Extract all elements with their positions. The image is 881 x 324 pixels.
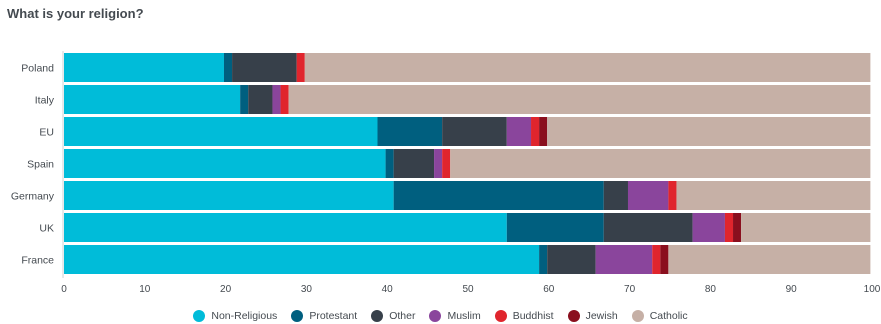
legend-swatch-catholic bbox=[631, 310, 644, 322]
legend-item-non-religious: Non-Religious bbox=[193, 310, 277, 322]
bar-segment-uk-non-religious bbox=[64, 213, 507, 242]
category-label-spain: Spain bbox=[27, 159, 54, 171]
legend-item-protestant: Protestant bbox=[291, 310, 357, 322]
bar-segment-germany-protestant bbox=[393, 181, 604, 210]
bar-segment-france-buddhist bbox=[652, 245, 661, 274]
legend-swatch-muslim bbox=[429, 310, 442, 322]
bar-segment-spain-buddhist bbox=[442, 149, 451, 178]
bar-segment-eu-muslim bbox=[506, 117, 532, 146]
legend-swatch-non-religious bbox=[193, 310, 206, 322]
bar-segment-spain-protestant bbox=[385, 149, 394, 178]
bar-segment-eu-other bbox=[442, 117, 507, 146]
bar-segment-uk-muslim bbox=[692, 213, 725, 242]
legend-label-other: Other bbox=[389, 310, 416, 322]
legend-swatch-jewish bbox=[567, 310, 580, 322]
legend-swatch-other bbox=[371, 310, 384, 322]
legend-label-muslim: Muslim bbox=[447, 310, 481, 322]
bar-segment-germany-non-religious bbox=[64, 181, 394, 210]
bar-segment-italy-buddhist bbox=[280, 85, 289, 114]
bar-segment-uk-protestant bbox=[506, 213, 604, 242]
bar-segment-eu-protestant bbox=[377, 117, 443, 146]
bar-segment-germany-catholic bbox=[676, 181, 871, 210]
bar-segment-uk-jewish bbox=[733, 213, 742, 242]
bar-segment-poland-protestant bbox=[223, 53, 233, 82]
bar-segment-poland-catholic bbox=[304, 53, 871, 82]
legend-label-non-religious: Non-Religious bbox=[211, 310, 278, 322]
legend-item-catholic: Catholic bbox=[631, 310, 688, 322]
category-label-italy: Italy bbox=[35, 95, 55, 107]
legend-item-buddhist: Buddhist bbox=[494, 310, 554, 322]
bar-segment-poland-non-religious bbox=[64, 53, 224, 82]
bar-segment-spain-other bbox=[393, 149, 435, 178]
bar-segment-germany-buddhist bbox=[668, 181, 677, 210]
legend-label-catholic: Catholic bbox=[649, 310, 688, 322]
category-label-germany: Germany bbox=[11, 191, 55, 203]
bar-segment-eu-non-religious bbox=[64, 117, 378, 146]
bar-segment-spain-muslim bbox=[434, 149, 443, 178]
bar-segment-spain-non-religious bbox=[64, 149, 386, 178]
bar-segment-eu-catholic bbox=[547, 117, 871, 146]
bar-segment-italy-other bbox=[248, 85, 273, 114]
bar-segment-poland-buddhist bbox=[296, 53, 305, 82]
bar-segment-poland-other bbox=[232, 53, 297, 82]
x-tick-label-80: 80 bbox=[705, 284, 717, 295]
bar-segment-france-other bbox=[547, 245, 596, 274]
bar-segment-eu-jewish bbox=[539, 117, 548, 146]
legend-label-jewish: Jewish bbox=[585, 310, 618, 322]
bar-segment-spain-catholic bbox=[450, 149, 871, 178]
category-label-poland: Poland bbox=[21, 63, 54, 75]
bar-segment-france-non-religious bbox=[64, 245, 540, 274]
chart-legend: Non-Religious Protestant Other Muslim Buddhi… bbox=[0, 308, 881, 324]
legend-label-buddhist: Buddhist bbox=[512, 310, 554, 322]
bar-segment-germany-other bbox=[603, 181, 628, 210]
x-tick-label-30: 30 bbox=[301, 284, 313, 295]
legend-swatch-buddhist bbox=[494, 310, 507, 322]
bar-segment-uk-catholic bbox=[741, 213, 871, 242]
x-tick-label-60: 60 bbox=[543, 284, 555, 295]
bar-segment-eu-buddhist bbox=[531, 117, 540, 146]
chart-title: What is your religion? bbox=[7, 6, 144, 21]
x-tick-label-70: 70 bbox=[624, 284, 636, 295]
bar-segment-france-jewish bbox=[660, 245, 669, 274]
x-tick-label-0: 0 bbox=[61, 284, 67, 295]
bar-segment-france-catholic bbox=[668, 245, 871, 274]
x-tick-label-40: 40 bbox=[382, 284, 394, 295]
bar-segment-italy-non-religious bbox=[64, 85, 241, 114]
bar-segment-france-muslim bbox=[595, 245, 653, 274]
x-tick-label-10: 10 bbox=[139, 284, 151, 295]
x-tick-label-100: 100 bbox=[864, 284, 881, 295]
bar-segment-italy-catholic bbox=[288, 85, 871, 114]
bar-segment-italy-protestant bbox=[240, 85, 249, 114]
legend-label-protestant: Protestant bbox=[309, 310, 358, 322]
legend-item-jewish: Jewish bbox=[567, 310, 618, 322]
bar-segment-germany-muslim bbox=[627, 181, 669, 210]
legend-swatch-protestant bbox=[291, 310, 304, 322]
x-tick-label-50: 50 bbox=[462, 284, 474, 295]
bar-segment-uk-other bbox=[603, 213, 693, 242]
x-tick-label-20: 20 bbox=[220, 284, 232, 295]
category-label-uk: UK bbox=[39, 223, 54, 235]
bar-segment-france-protestant bbox=[539, 245, 548, 274]
bar-segment-italy-muslim bbox=[272, 85, 281, 114]
x-tick-label-90: 90 bbox=[786, 284, 798, 295]
category-label-france: France bbox=[21, 255, 54, 267]
legend-item-other: Other bbox=[371, 310, 415, 322]
bar-segment-uk-buddhist bbox=[724, 213, 734, 242]
legend-item-muslim: Muslim bbox=[429, 310, 481, 322]
category-label-eu: EU bbox=[39, 127, 54, 139]
